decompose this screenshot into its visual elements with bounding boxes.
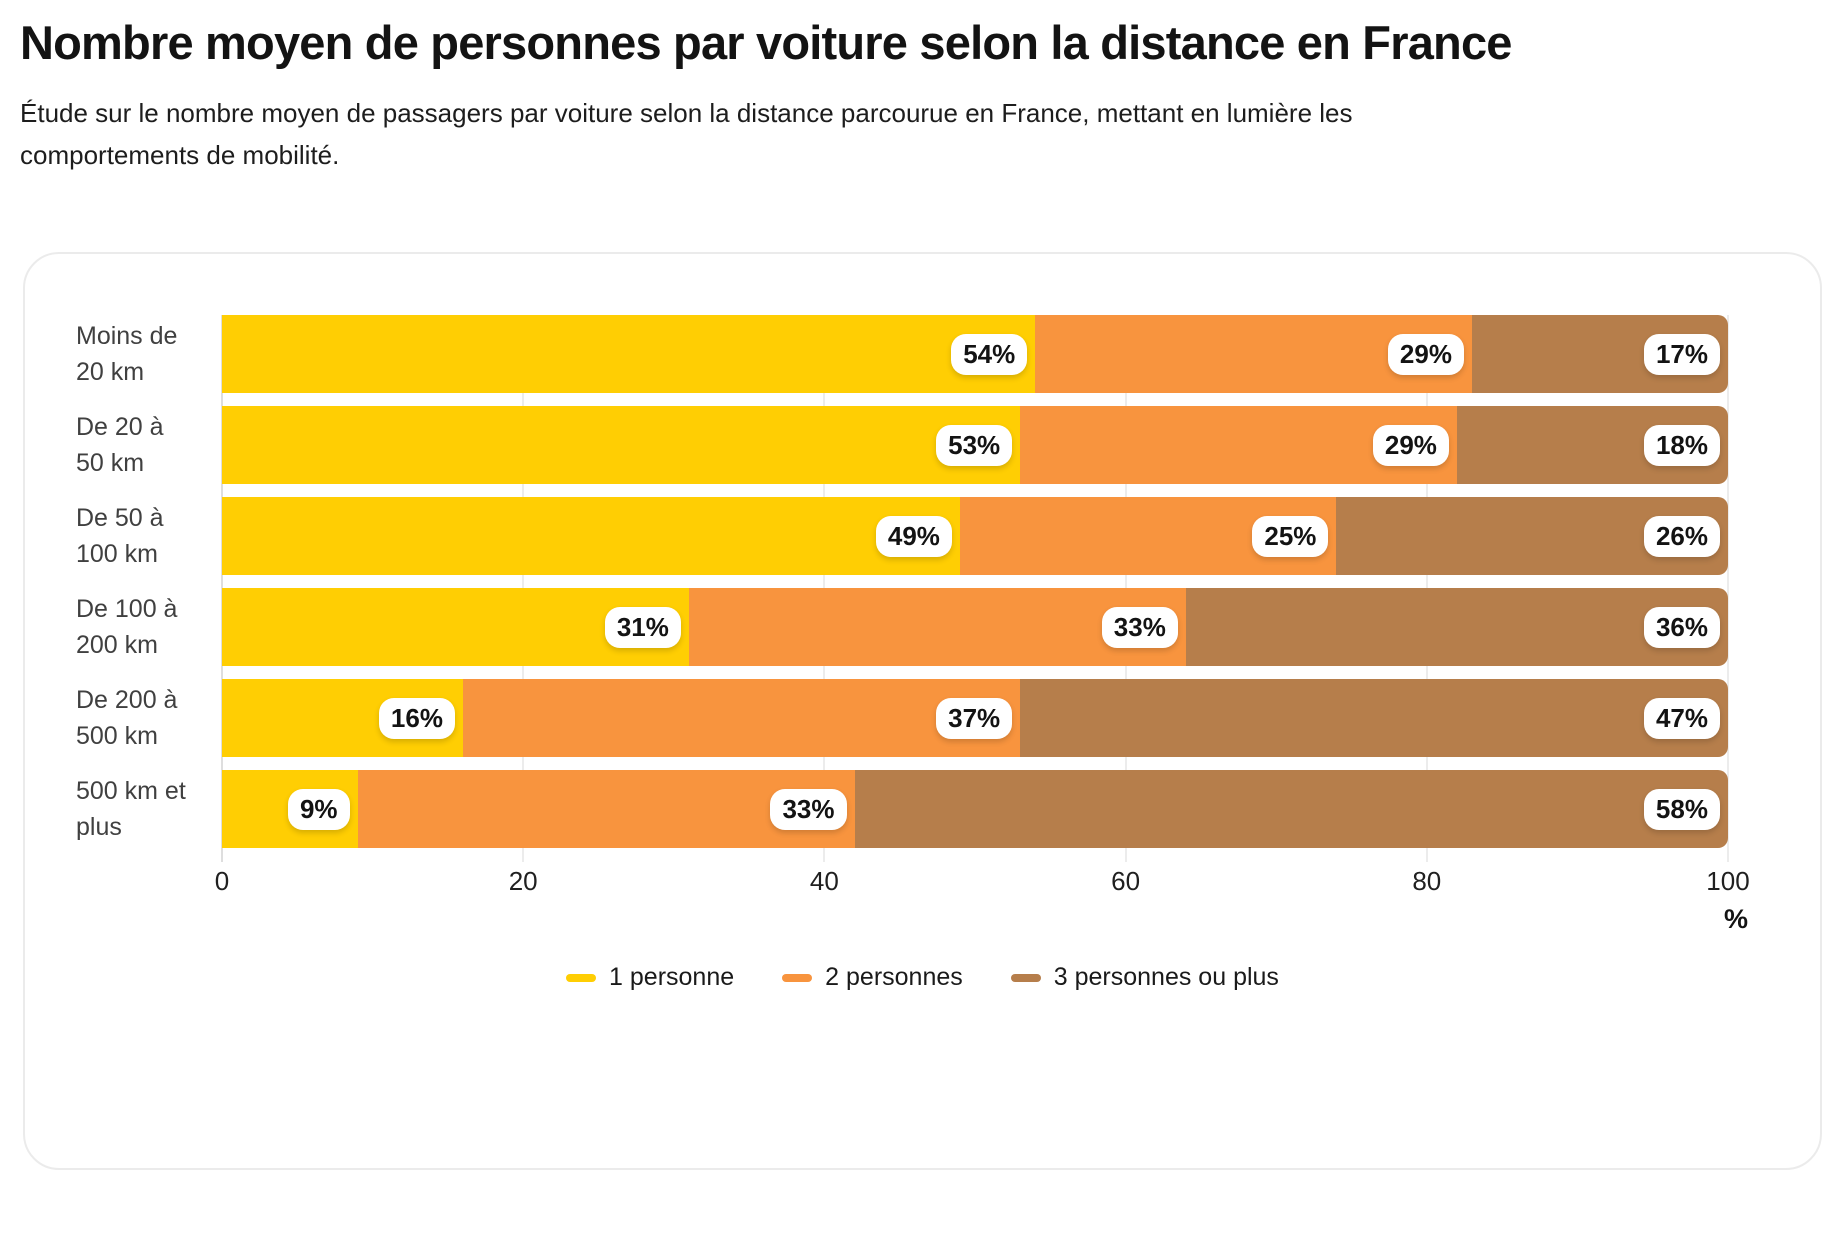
- value-label: 54%: [951, 333, 1028, 375]
- category-label: Moins de 20 km: [76, 322, 178, 387]
- legend-label: 2 personnes: [825, 963, 963, 992]
- category-label: De 50 à 100 km: [76, 504, 164, 569]
- bar-segment-1-personne: 31%: [222, 588, 689, 667]
- chart-row: De 50 à 100 km 49% 25% 26%: [25, 497, 1728, 576]
- bar-track: 9% 33% 58%: [222, 770, 1728, 849]
- bar-segment-3-personnes-ou-plus: 26%: [1336, 497, 1728, 576]
- chart-legend: 1 personne 2 personnes 3 personnes ou plus: [25, 963, 1820, 992]
- value-label: 17%: [1643, 333, 1720, 375]
- value-label: 29%: [1372, 424, 1449, 466]
- bar-track: 53% 29% 18%: [222, 406, 1728, 485]
- x-tick-label: 20: [508, 866, 538, 897]
- bar-segment-2-personnes: 33%: [688, 588, 1186, 667]
- legend-item-1-personne: 1 personne: [566, 963, 734, 992]
- stacked-bar-chart: Moins de 20 km 54% 29% 17% De 20 à 50 km 53% 2…: [25, 315, 1729, 863]
- bar-segment-3-personnes-ou-plus: 17%: [1471, 315, 1728, 394]
- chart-row: De 200 à 500 km 16% 37% 47%: [25, 679, 1728, 758]
- bar-segment-3-personnes-ou-plus: 58%: [854, 770, 1728, 849]
- x-tick-label: 60: [1111, 866, 1141, 897]
- value-label: 47%: [1643, 697, 1720, 739]
- chart-row: De 100 à 200 km 31% 33% 36%: [25, 588, 1728, 667]
- x-tick-label: 80: [1412, 866, 1442, 897]
- page-subtitle: Étude sur le nombre moyen de passagers p…: [20, 98, 1353, 171]
- chart-card: Moins de 20 km 54% 29% 17% De 20 à 50 km 53% 2…: [23, 252, 1822, 1171]
- bar-segment-2-personnes: 33%: [357, 770, 855, 849]
- value-label: 49%: [875, 515, 952, 557]
- legend-dash-icon: [1010, 973, 1041, 982]
- bar-segment-1-personne: 49%: [222, 497, 960, 576]
- category-label: 500 km et plus: [76, 777, 186, 842]
- grid-line-100: [1727, 315, 1729, 863]
- value-label: 18%: [1643, 424, 1720, 466]
- page-title: Nombre moyen de personnes par voiture se…: [20, 16, 1512, 69]
- page-header: Nombre moyen de personnes par voiture se…: [0, 0, 1842, 176]
- bar-segment-1-personne: 53%: [222, 406, 1021, 485]
- value-label: 37%: [936, 697, 1013, 739]
- value-label: 58%: [1643, 788, 1720, 830]
- x-axis-unit: %: [1723, 904, 1748, 935]
- value-label: 33%: [770, 788, 847, 830]
- bar-segment-2-personnes: 37%: [462, 679, 1021, 758]
- value-label: 36%: [1643, 606, 1720, 648]
- bar-track: 31% 33% 36%: [222, 588, 1728, 667]
- value-label: 25%: [1252, 515, 1329, 557]
- bar-segment-1-personne: 9%: [222, 770, 358, 849]
- bar-segment-3-personnes-ou-plus: 36%: [1185, 588, 1728, 667]
- chart-rows: Moins de 20 km 54% 29% 17% De 20 à 50 km 53% 2…: [25, 315, 1728, 849]
- bar-segment-2-personnes: 25%: [959, 497, 1337, 576]
- x-tick-label: 40: [809, 866, 839, 897]
- value-label: 29%: [1387, 333, 1464, 375]
- category-label: De 20 à 50 km: [76, 413, 164, 478]
- bar-track: 49% 25% 26%: [222, 497, 1728, 576]
- chart-row: Moins de 20 km 54% 29% 17%: [25, 315, 1728, 394]
- bar-segment-1-personne: 54%: [222, 315, 1036, 394]
- category-label: De 200 à 500 km: [76, 686, 178, 751]
- bar-segment-3-personnes-ou-plus: 18%: [1456, 406, 1728, 485]
- x-tick-label: 0: [214, 866, 230, 897]
- chart-row: 500 km et plus 9% 33% 58%: [25, 770, 1728, 849]
- legend-dash-icon: [782, 973, 813, 982]
- bar-segment-2-personnes: 29%: [1035, 315, 1472, 394]
- value-label: 16%: [378, 697, 455, 739]
- value-label: 31%: [604, 606, 681, 648]
- legend-item-3-personnes-ou-plus: 3 personnes ou plus: [1010, 963, 1279, 992]
- value-label: 26%: [1643, 515, 1720, 557]
- bar-segment-2-personnes: 29%: [1020, 406, 1457, 485]
- chart-row: De 20 à 50 km 53% 29% 18%: [25, 406, 1728, 485]
- value-label: 33%: [1101, 606, 1178, 648]
- legend-item-2-personnes: 2 personnes: [782, 963, 963, 992]
- bar-segment-3-personnes-ou-plus: 47%: [1020, 679, 1728, 758]
- x-tick-label: 100: [1706, 866, 1750, 897]
- legend-label: 3 personnes ou plus: [1053, 963, 1279, 992]
- bar-track: 16% 37% 47%: [222, 679, 1728, 758]
- x-axis: 0 20 40 60 80 100: [215, 866, 1750, 898]
- category-label: De 100 à 200 km: [76, 595, 178, 660]
- value-label: 53%: [936, 424, 1013, 466]
- legend-dash-icon: [566, 973, 597, 982]
- bar-track: 54% 29% 17%: [222, 315, 1728, 394]
- legend-label: 1 personne: [609, 963, 735, 992]
- value-label: 9%: [287, 788, 350, 830]
- bar-segment-1-personne: 16%: [222, 679, 463, 758]
